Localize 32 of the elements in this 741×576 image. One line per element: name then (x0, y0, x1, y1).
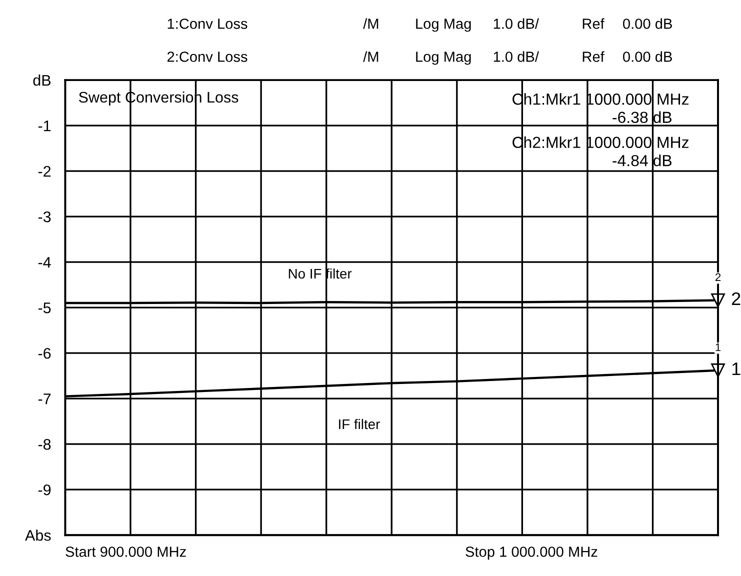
y-tick-label: -5 (38, 302, 51, 314)
y-tick-label: -9 (38, 484, 51, 496)
y-tick-label: -8 (38, 438, 51, 450)
text: 1:Conv Loss (168, 18, 248, 29)
text: 2:Conv Loss (167, 52, 248, 62)
y-tick-label: -4 (38, 257, 51, 268)
text: Start 900.000 MHz (66, 546, 186, 557)
text: /M (363, 18, 378, 29)
y-tick-label: -7 (38, 394, 51, 404)
y-tick-label: -6 (38, 348, 51, 359)
text: IF filter (339, 418, 380, 430)
text: Log Mag (416, 18, 471, 32)
y-tick-label: -1 (38, 120, 51, 132)
annotation: 2 (716, 273, 721, 281)
text: 1.0 dB/ (494, 51, 539, 62)
y-tick-label: dB (33, 74, 51, 86)
annotation: -6.38 dB (612, 111, 672, 124)
text: 2 (732, 292, 740, 305)
y-tick-label: Abs (25, 530, 51, 541)
annotation: -4.84 dB (612, 154, 672, 166)
y-tick-label: -3 (38, 211, 51, 222)
y-tick-label: -2 (38, 166, 51, 177)
text: 0.00 dB (623, 18, 672, 29)
text: 1.0 dB/ (494, 18, 539, 29)
text: 1 (732, 362, 740, 376)
text: Log Mag (416, 52, 471, 65)
text: /M (363, 51, 378, 62)
text: Ref (582, 18, 604, 29)
text: Stop 1 000.000 MHz (466, 546, 598, 560)
annotation: 1 (716, 343, 721, 352)
text: Ref (582, 51, 604, 62)
text: 0.00 dB (623, 51, 672, 62)
